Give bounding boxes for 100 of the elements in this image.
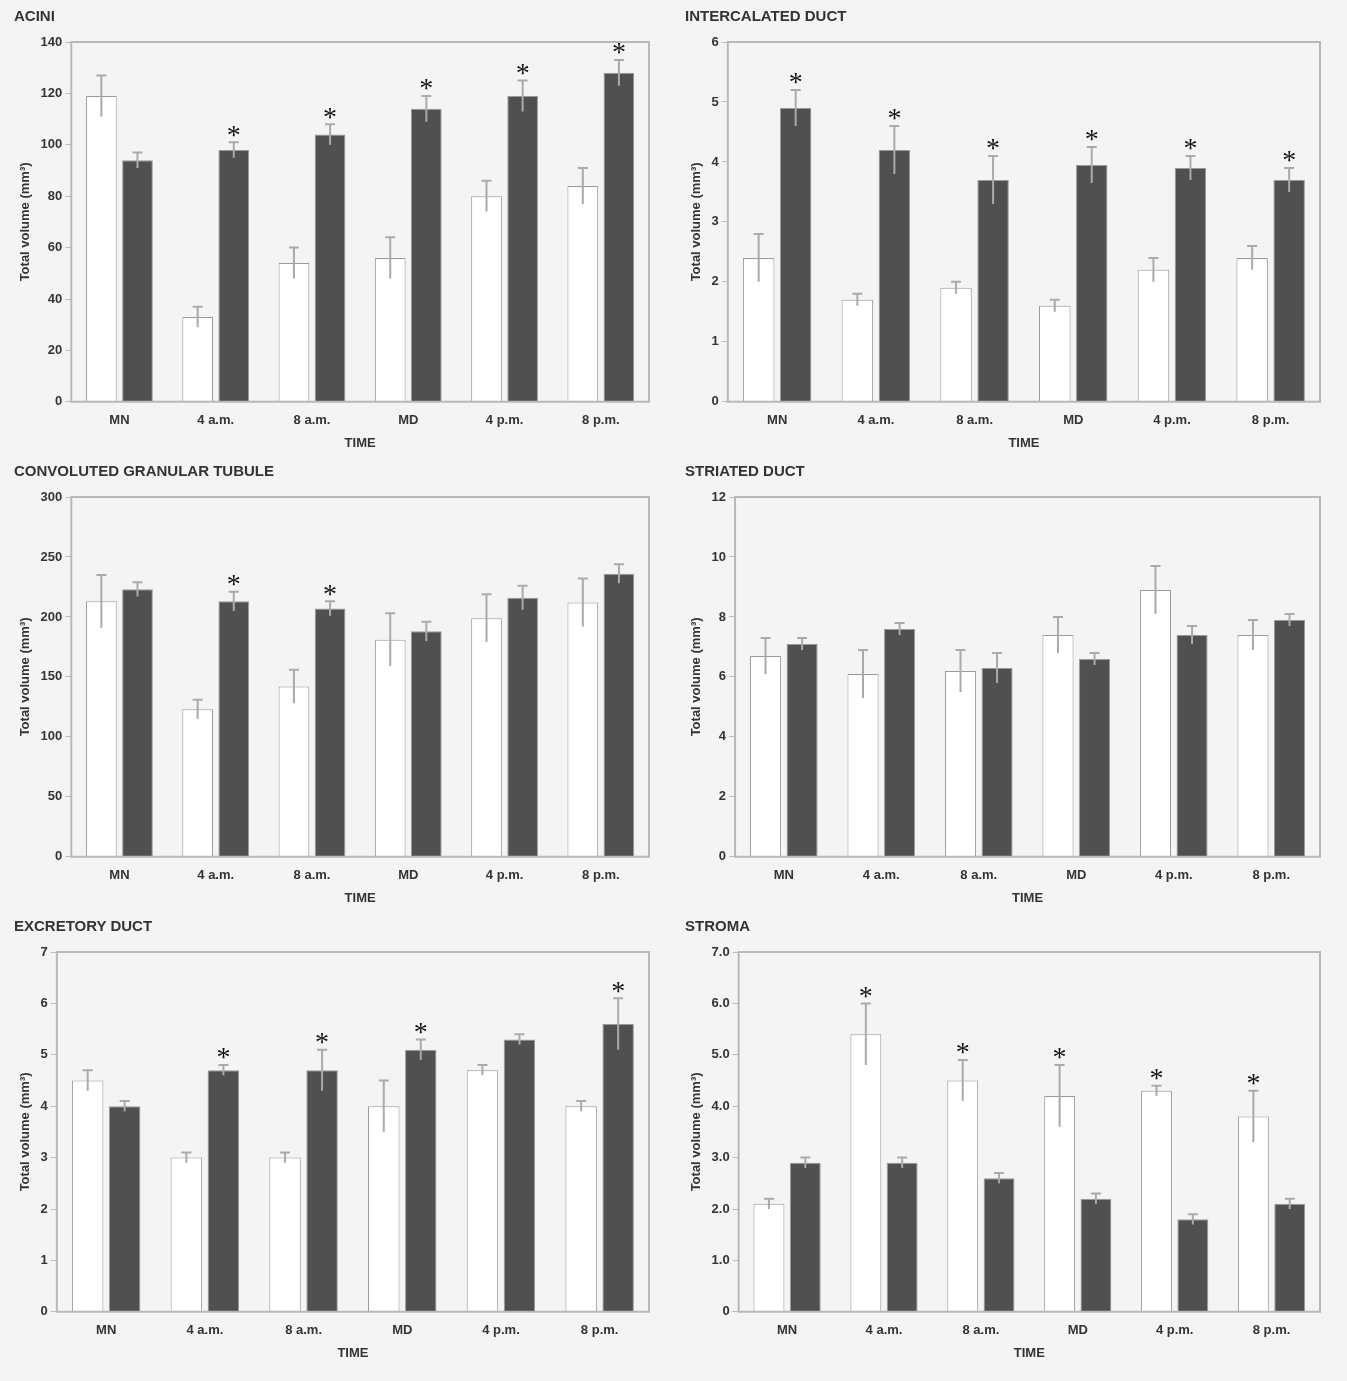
x-tick-label: 8 p.m. bbox=[580, 1322, 619, 1338]
annotation: * bbox=[986, 132, 1001, 164]
x-tick-label: 8 a.m. bbox=[293, 867, 331, 883]
y-tick-label: 50 bbox=[47, 788, 63, 804]
chart-title: EXCRETORY DUCT bbox=[14, 917, 153, 935]
x-tick-label: 4 a.m. bbox=[862, 867, 900, 883]
annotation: * bbox=[1084, 123, 1099, 155]
annotation: * bbox=[226, 568, 241, 600]
x-tick-label: 8 p.m. bbox=[1252, 1322, 1291, 1338]
annotation: * bbox=[216, 1041, 231, 1073]
annotation: * bbox=[1183, 132, 1198, 164]
y-tick-label: 6 bbox=[711, 33, 719, 49]
x-axis-title: TIME bbox=[1008, 434, 1040, 450]
y-tick-label: 0 bbox=[718, 848, 727, 864]
y-axis-title: Total volume (mm³) bbox=[17, 1072, 33, 1192]
annotation: * bbox=[1052, 1041, 1067, 1073]
y-tick-label: 2 bbox=[711, 273, 719, 289]
chart-title: ACINI bbox=[14, 7, 55, 25]
x-tick-label: 4 a.m. bbox=[857, 412, 895, 428]
x-tick-label: 8 p.m. bbox=[1252, 867, 1291, 883]
x-tick-label: 4 p.m. bbox=[485, 412, 524, 428]
y-tick-label: 3.0 bbox=[711, 1149, 730, 1165]
y-tick-label: 100 bbox=[40, 136, 63, 152]
annotation: * bbox=[419, 72, 434, 104]
annotation: * bbox=[1246, 1067, 1261, 1099]
annotation: * bbox=[323, 577, 338, 609]
chart-title: STRIATED DUCT bbox=[685, 462, 805, 480]
x-tick-label: MD bbox=[398, 867, 419, 883]
y-tick-label: 2 bbox=[40, 1200, 48, 1216]
y-tick-label: 0 bbox=[55, 393, 63, 409]
x-tick-label: 8 a.m. bbox=[293, 412, 331, 428]
annotation: * bbox=[858, 979, 873, 1011]
x-tick-label: 4 a.m. bbox=[186, 1322, 224, 1338]
x-axis-title: TIME bbox=[1012, 889, 1044, 905]
y-tick-label: 10 bbox=[711, 548, 727, 564]
y-tick-label: 4.0 bbox=[711, 1097, 730, 1113]
y-tick-label: 0 bbox=[722, 1303, 730, 1319]
y-tick-label: 6.0 bbox=[711, 994, 730, 1010]
y-tick-label: 3 bbox=[40, 1149, 48, 1165]
y-tick-label: 4 bbox=[718, 728, 727, 744]
x-tick-label: 4 p.m. bbox=[482, 1322, 520, 1338]
y-tick-label: 3 bbox=[711, 213, 719, 229]
x-tick-label: 4 a.m. bbox=[197, 412, 235, 428]
y-tick-label: 12 bbox=[711, 488, 727, 504]
x-tick-label: 8 a.m. bbox=[960, 867, 998, 883]
x-tick-label: MD bbox=[398, 412, 419, 428]
y-tick-label: 6 bbox=[718, 668, 727, 684]
y-tick-label: 1 bbox=[40, 1251, 48, 1267]
y-tick-label: 2.0 bbox=[711, 1200, 730, 1216]
annotation: * bbox=[611, 36, 626, 68]
y-tick-label: 120 bbox=[40, 84, 63, 100]
y-axis-title: Total volume (mm³) bbox=[17, 617, 33, 737]
x-tick-label: 4 a.m. bbox=[197, 867, 235, 883]
y-tick-label: 150 bbox=[40, 668, 63, 684]
x-tick-label: MD bbox=[1067, 1322, 1088, 1338]
x-tick-label: 4 p.m. bbox=[485, 867, 524, 883]
x-tick-label: MN bbox=[109, 867, 130, 883]
annotation: * bbox=[1282, 144, 1297, 176]
x-axis-title: TIME bbox=[337, 1344, 369, 1360]
y-tick-label: 0 bbox=[40, 1303, 48, 1319]
x-axis-title: TIME bbox=[344, 889, 376, 905]
annotation: * bbox=[1149, 1062, 1164, 1093]
y-tick-label: 0 bbox=[711, 393, 719, 409]
y-tick-label: 5.0 bbox=[711, 1046, 730, 1062]
annotation: * bbox=[887, 102, 902, 134]
y-tick-label: 0 bbox=[55, 848, 63, 864]
y-tick-label: 60 bbox=[47, 239, 63, 255]
x-axis-title: TIME bbox=[344, 434, 376, 450]
y-tick-label: 20 bbox=[47, 341, 63, 357]
y-axis-title: Total volume (mm³) bbox=[688, 1072, 704, 1192]
y-tick-label: 1 bbox=[711, 333, 719, 349]
chart-title: INTERCALATED DUCT bbox=[685, 7, 847, 25]
y-tick-label: 2 bbox=[718, 788, 727, 804]
y-tick-label: 4 bbox=[711, 153, 720, 169]
annotation: * bbox=[611, 974, 626, 1006]
annotation: * bbox=[788, 66, 803, 98]
y-tick-label: 6 bbox=[40, 994, 48, 1010]
y-tick-label: 140 bbox=[40, 33, 63, 49]
y-tick-label: 5 bbox=[711, 93, 719, 109]
x-tick-label: MN bbox=[773, 867, 794, 883]
x-tick-label: 8 a.m. bbox=[956, 412, 993, 428]
x-tick-label: 8 p.m. bbox=[1251, 412, 1290, 428]
x-tick-label: 4 a.m. bbox=[865, 1322, 903, 1338]
y-tick-label: 5 bbox=[40, 1046, 48, 1062]
x-tick-label: 8 p.m. bbox=[582, 412, 620, 428]
x-tick-label: 8 p.m. bbox=[582, 867, 620, 883]
y-tick-label: 200 bbox=[40, 608, 63, 624]
x-tick-label: 4 p.m. bbox=[1154, 867, 1193, 883]
x-tick-label: MD bbox=[1066, 867, 1087, 883]
y-tick-label: 40 bbox=[47, 290, 63, 306]
y-tick-label: 7.0 bbox=[711, 943, 730, 959]
x-tick-label: 8 a.m. bbox=[962, 1322, 1000, 1338]
y-tick-label: 8 bbox=[718, 608, 727, 624]
chart-title: STROMA bbox=[685, 917, 751, 935]
y-axis-title: Total volume (mm³) bbox=[688, 617, 704, 737]
x-tick-label: 8 a.m. bbox=[285, 1322, 322, 1338]
x-tick-label: MN bbox=[767, 412, 788, 428]
annotation: * bbox=[315, 1026, 330, 1058]
x-tick-label: MN bbox=[96, 1322, 117, 1338]
y-tick-label: 4 bbox=[40, 1097, 49, 1113]
